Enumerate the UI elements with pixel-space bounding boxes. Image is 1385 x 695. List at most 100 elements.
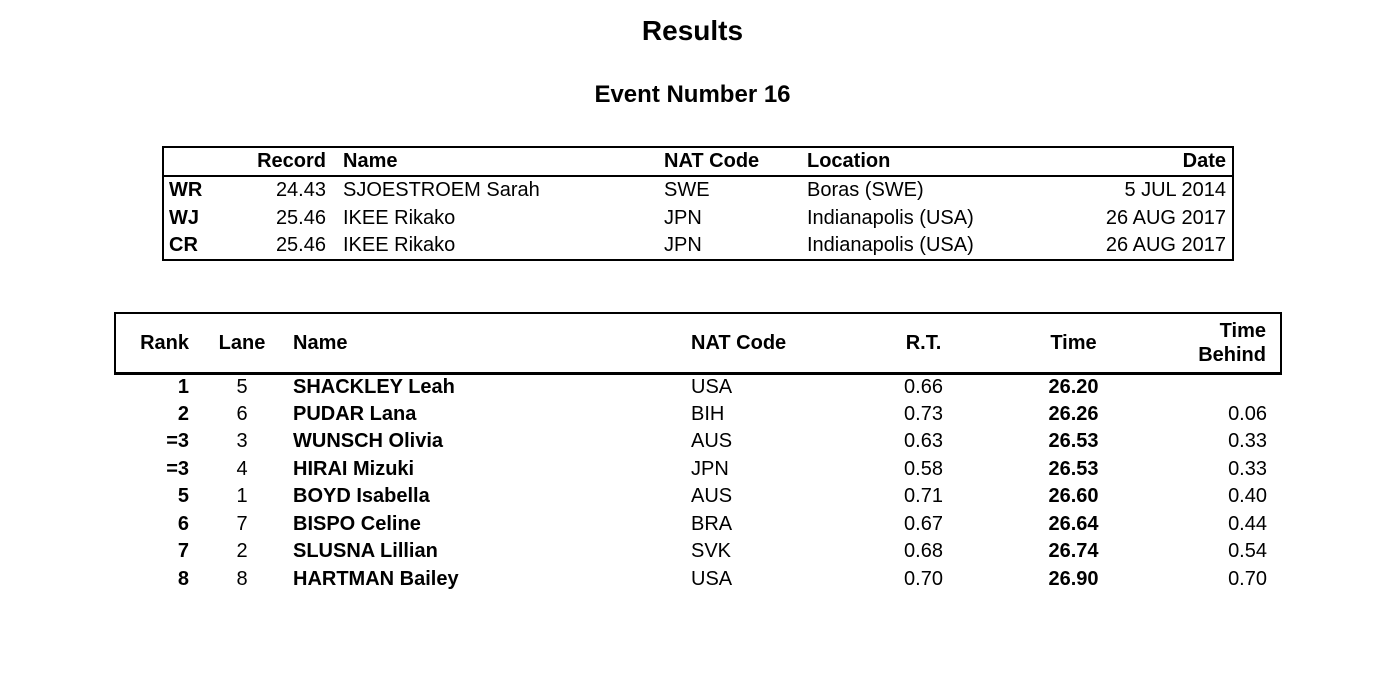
result-nat-code: AUS [691,430,733,453]
result-time: 26.60 [1048,485,1099,508]
result-rt: 0.58 [904,457,943,480]
result-row-3: =3 3 WUNSCH Olivia AUS 0.63 26.53 0.33 [115,428,1281,456]
result-lane: 7 [236,512,248,535]
record-row-cr: CR 25.46 IKEE Rikako JPN Indianapolis (U… [163,232,1233,260]
result-time-behind: 0.33 [1228,457,1267,480]
result-time: 26.26 [1048,402,1099,425]
result-rt: 0.73 [904,402,943,425]
result-time: 26.64 [1048,512,1099,535]
records-header-type [163,147,252,177]
result-name: PUDAR Lana [293,402,417,425]
record-name: SJOESTROEM Sarah [343,179,540,201]
result-row-1: 1 5 SHACKLEY Leah USA 0.66 26.20 [115,373,1281,401]
record-name: IKEE Rikako [343,234,456,256]
result-nat-code: USA [691,376,733,398]
result-rank: 6 [177,512,189,535]
result-time: 26.20 [1048,376,1099,398]
record-type: CR [169,234,198,256]
result-name: SHACKLEY Leah [293,376,455,398]
result-name: HIRAI Mizuki [293,457,415,480]
results-header-time: Time [1001,312,1146,375]
result-rank: =3 [166,430,189,453]
result-name: HARTMAN Bailey [293,567,459,590]
record-type: WJ [169,206,199,229]
result-time-behind: 0.70 [1228,567,1267,590]
result-row-4: =3 4 HIRAI Mizuki JPN 0.58 26.53 0.33 [115,456,1281,484]
result-rank: 5 [177,485,189,508]
result-row-7: 7 2 SLUSNA Lillian SVK 0.68 26.74 0.54 [115,538,1281,566]
result-rt: 0.71 [904,485,943,508]
record-date: 5 JUL 2014 [1124,179,1226,201]
records-header-date: Date [1041,147,1233,177]
result-time: 26.53 [1048,430,1099,453]
records-header-location: Location [801,147,1041,177]
result-nat-code: BRA [691,512,733,535]
record-value: 25.46 [275,206,326,229]
record-nat-code: JPN [664,234,702,256]
record-nat-code: JPN [664,206,702,229]
result-name: BISPO Celine [293,512,421,535]
result-rank: 1 [177,376,189,398]
record-date: 26 AUG 2017 [1105,206,1226,229]
result-nat-code: USA [691,567,733,590]
result-rank: =3 [166,457,189,480]
result-time: 26.74 [1048,540,1099,563]
result-row-8: 8 8 HARTMAN Bailey USA 0.70 26.90 0.70 [115,566,1281,594]
result-rank: 8 [177,567,189,590]
records-table: Record Name NAT Code Location Date WR 24… [162,146,1234,261]
result-time-behind [1146,373,1281,401]
result-rank: 2 [177,402,189,425]
result-rt: 0.68 [904,540,943,563]
results-header-lane: Lane [197,312,287,375]
record-location: Indianapolis (USA) [807,206,974,229]
result-name: SLUSNA Lillian [293,540,438,563]
result-time-behind: 0.33 [1228,430,1267,453]
result-lane: 6 [236,402,248,425]
result-rt: 0.67 [904,512,943,535]
result-rt: 0.70 [904,567,943,590]
event-number-subtitle: Event Number 16 [594,81,791,108]
results-header-rt: R.T. [846,312,1001,375]
records-header-record: Record [252,147,331,177]
result-lane: 1 [236,485,248,508]
records-header-row: Record Name NAT Code Location Date [163,147,1233,177]
result-rank: 7 [177,540,189,563]
record-value: 24.43 [275,179,326,201]
result-time-behind: 0.06 [1228,402,1267,425]
results-header-nat-code: NAT Code [681,312,846,375]
record-location: Indianapolis (USA) [807,234,974,256]
result-time: 26.53 [1048,457,1099,480]
result-nat-code: SVK [691,540,732,563]
records-header-nat-code: NAT Code [656,147,801,177]
result-lane: 8 [236,567,248,590]
record-name: IKEE Rikako [343,206,456,229]
record-nat-code: SWE [664,179,710,201]
result-time-behind: 0.54 [1228,540,1267,563]
result-name: BOYD Isabella [293,485,430,508]
record-row-wj: WJ 25.46 IKEE Rikako JPN Indianapolis (U… [163,204,1233,232]
records-header-name: Name [331,147,656,177]
result-nat-code: BIH [691,402,725,425]
result-lane: 2 [236,540,248,563]
result-row-2: 2 6 PUDAR Lana BIH 0.73 26.26 0.06 [115,401,1281,429]
result-nat-code: AUS [691,485,733,508]
result-row-5: 5 1 BOYD Isabella AUS 0.71 26.60 0.40 [115,483,1281,511]
result-row-6: 6 7 BISPO Celine BRA 0.67 26.64 0.44 [115,511,1281,539]
page-title: Results [641,15,744,46]
result-lane: 3 [236,430,248,453]
result-nat-code: JPN [691,457,729,480]
results-header-rank: Rank [114,312,197,375]
result-rt: 0.66 [904,376,943,398]
result-name: WUNSCH Olivia [293,430,444,453]
result-time-behind: 0.44 [1228,512,1267,535]
result-time: 26.90 [1048,567,1099,590]
results-table: Rank Lane Name NAT Code R.T. Time Time B… [114,312,1282,593]
result-lane: 5 [236,376,248,398]
results-header-name: Name [287,312,681,375]
record-type: WR [169,179,203,201]
record-location: Boras (SWE) [807,179,924,201]
results-header-time-behind: Time Behind [1146,312,1282,375]
record-row-wr: WR 24.43 SJOESTROEM Sarah SWE Boras (SWE… [163,176,1233,204]
result-lane: 4 [236,457,248,480]
